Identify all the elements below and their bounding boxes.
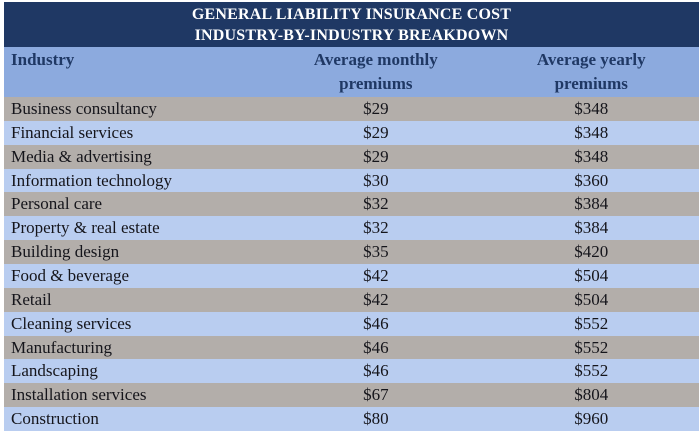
- table-row: Financial services $29 $348: [4, 120, 699, 145]
- yearly-premium-cell: $384: [574, 218, 609, 238]
- table-row: Cleaning services $46 $552: [4, 311, 699, 336]
- monthly-premium-cell: $29: [363, 146, 389, 166]
- monthly-premium-cell: $30: [363, 170, 389, 190]
- title-line-2: INDUSTRY-BY-INDUSTRY BREAKDOWN: [194, 26, 509, 44]
- header-monthly-line-1: Average monthly: [313, 50, 438, 69]
- monthly-premium-cell: $46: [363, 361, 389, 381]
- industry-cell: Property & real estate: [11, 218, 160, 238]
- table-row: Manufacturing $46 $552: [4, 335, 699, 360]
- industry-cell: Retail: [11, 289, 52, 309]
- yearly-premium-cell: $348: [574, 122, 609, 142]
- industry-cell: Landscaping: [11, 361, 98, 381]
- yearly-premium-cell: $384: [574, 194, 609, 214]
- yearly-premium-cell: $348: [574, 98, 609, 118]
- industry-cell: Business consultancy: [11, 98, 157, 118]
- monthly-premium-cell: $35: [363, 242, 389, 262]
- monthly-premium-cell: $29: [363, 98, 389, 118]
- monthly-premium-cell: $80: [363, 409, 389, 429]
- table-header-row: Industry Average monthly premiums Averag…: [4, 47, 699, 97]
- industry-cell: Manufacturing: [11, 337, 113, 357]
- yearly-premium-cell: $552: [574, 337, 609, 357]
- monthly-premium-cell: $42: [363, 289, 389, 309]
- industry-cell: Construction: [11, 409, 99, 429]
- table-row: Personal care $32 $384: [4, 192, 699, 217]
- monthly-premium-cell: $32: [363, 218, 389, 238]
- table-row: Media & advertising $29 $348: [4, 144, 699, 169]
- monthly-premium-cell: $46: [363, 337, 389, 357]
- industry-cell: Personal care: [11, 194, 103, 214]
- table-row: Building design $35 $420: [4, 240, 699, 265]
- header-monthly-line-2: premiums: [339, 74, 413, 93]
- industry-cell: Food & beverage: [11, 265, 130, 285]
- yearly-premium-cell: $804: [574, 385, 609, 405]
- yearly-premium-cell: $360: [574, 170, 609, 190]
- monthly-premium-cell: $42: [363, 265, 389, 285]
- header-industry: Industry: [11, 50, 75, 69]
- table-row: Property & real estate $32 $384: [4, 216, 699, 241]
- monthly-premium-cell: $67: [363, 385, 389, 405]
- table-container: GENERAL LIABILITY INSURANCE COST INDUSTR…: [4, 2, 699, 432]
- table-row: Construction $80 $960: [4, 407, 699, 432]
- industry-cell: Media & advertising: [11, 146, 152, 166]
- yearly-premium-cell: $348: [574, 146, 609, 166]
- table-row: Installation services $67 $804: [4, 383, 699, 408]
- header-yearly-line-1: Average yearly: [536, 50, 646, 69]
- monthly-premium-cell: $46: [363, 313, 389, 333]
- monthly-premium-cell: $29: [363, 122, 389, 142]
- industry-cell: Financial services: [11, 122, 134, 142]
- yearly-premium-cell: $960: [574, 409, 609, 429]
- table-row: Business consultancy $29 $348: [4, 97, 699, 121]
- table-row: Information technology $30 $360: [4, 168, 699, 193]
- yearly-premium-cell: $552: [574, 361, 609, 381]
- title-line-1: GENERAL LIABILITY INSURANCE COST: [191, 5, 512, 23]
- industry-cell: Building design: [11, 242, 120, 262]
- table-title-bar: GENERAL LIABILITY INSURANCE COST INDUSTR…: [4, 2, 699, 47]
- yearly-premium-cell: $504: [574, 289, 609, 309]
- table-row: Food & beverage $42 $504: [4, 264, 699, 288]
- industry-cell: Cleaning services: [11, 313, 132, 333]
- table-row: Landscaping $46 $552: [4, 359, 699, 384]
- header-monthly-premiums: Average monthly premiums: [268, 47, 483, 97]
- yearly-premium-cell: $552: [574, 313, 609, 333]
- industry-cell: Installation services: [11, 385, 147, 405]
- yearly-premium-cell: $504: [574, 265, 609, 285]
- table-body: Business consultancy $29 $348 Financial …: [4, 97, 699, 432]
- monthly-premium-cell: $32: [363, 194, 389, 214]
- header-yearly-premiums: Average yearly premiums: [484, 47, 699, 97]
- industry-cell: Information technology: [11, 170, 172, 190]
- yearly-premium-cell: $420: [574, 242, 609, 262]
- header-yearly-line-2: premiums: [554, 74, 628, 93]
- table-row: Retail $42 $504: [4, 287, 699, 312]
